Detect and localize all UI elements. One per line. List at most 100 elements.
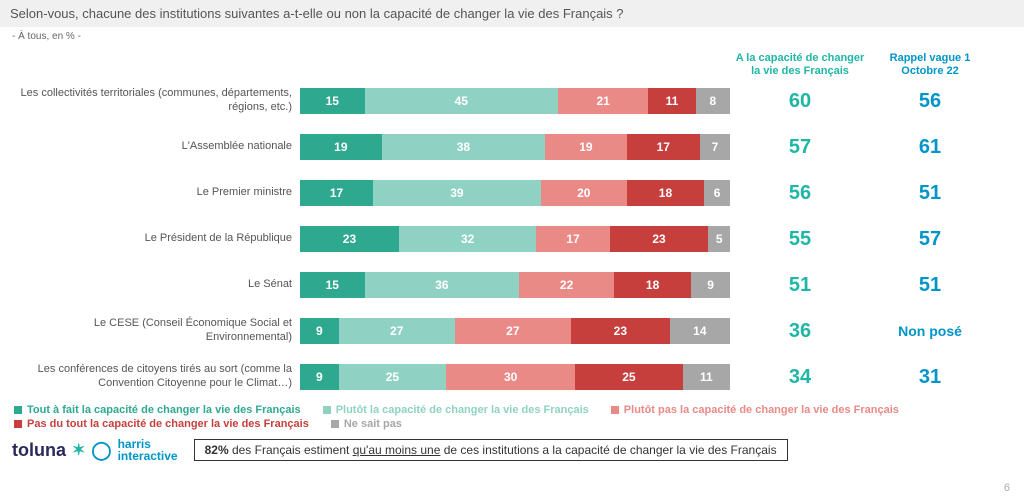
chart-area: A la capacité de changer la vie des Fran… [0,46,1024,400]
bar-segment: 9 [300,364,339,390]
bar-segment: 17 [300,180,373,206]
header-row: A la capacité de changer la vie des Fran… [10,46,1014,78]
stacked-bar: 927272314 [300,318,730,344]
logos: toluna ✶ ◯ harris interactive [12,438,178,462]
bar-segment: 25 [339,364,447,390]
bar-segment: 30 [446,364,575,390]
legend-swatch [14,420,22,428]
row-recall: 51 [870,274,990,297]
chart-row: L'Assemblée nationale1938191775761 [10,124,1014,170]
legend: Tout à fait la capacité de changer la vi… [0,400,1024,434]
bar-segment: 36 [365,272,520,298]
bar-segment: 14 [670,318,730,344]
legend-label: Tout à fait la capacité de changer la vi… [27,404,301,416]
page-number: 6 [1004,482,1010,494]
legend-swatch [331,420,339,428]
bar-segment: 27 [455,318,571,344]
bar-segment: 17 [536,226,609,252]
legend-item: Ne sait pas [331,418,402,430]
row-label: Le Premier ministre [10,186,300,200]
chart-row: Le Premier ministre1739201865651 [10,170,1014,216]
bar-segment: 25 [575,364,683,390]
stacked-bar: 233217235 [300,226,730,252]
harris-logo: harris interactive [118,438,178,462]
bar-segment: 19 [300,134,382,160]
row-total: 57 [730,136,870,159]
bar-segment: 23 [571,318,670,344]
bar-segment: 22 [519,272,614,298]
row-total: 51 [730,274,870,297]
row-total: 60 [730,90,870,113]
header-total: A la capacité de changer la vie des Fran… [730,52,870,78]
row-recall: 51 [870,182,990,205]
row-label: Le Sénat [10,278,300,292]
header-recall: Rappel vague 1 Octobre 22 [870,52,990,78]
chart-row: Les conférences de citoyens tirés au sor… [10,354,1014,400]
bar-segment: 9 [300,318,339,344]
bar-segment: 32 [399,226,537,252]
row-total: 56 [730,182,870,205]
stacked-bar: 173920186 [300,180,730,206]
legend-label: Ne sait pas [344,418,402,430]
bar-segment: 19 [545,134,627,160]
circle-icon: ◯ [91,440,111,461]
bar-segment: 27 [339,318,455,344]
stacked-bar: 154521118 [300,88,730,114]
legend-label: Plutôt pas la capacité de changer la vie… [624,404,899,416]
bar-segment: 6 [704,180,730,206]
bar-segment: 15 [300,88,365,114]
bar-segment: 11 [648,88,695,114]
legend-item: Plutôt la capacité de changer la vie des… [323,404,589,416]
bar-segment: 8 [696,88,730,114]
row-recall: 57 [870,228,990,251]
legend-swatch [611,406,619,414]
legend-swatch [323,406,331,414]
chart-row: Les collectivités territoriales (commune… [10,78,1014,124]
row-total: 36 [730,320,870,343]
legend-label: Plutôt la capacité de changer la vie des… [336,404,589,416]
rows-container: A la capacité de changer la vie des Fran… [10,46,1014,400]
row-recall: 31 [870,366,990,389]
legend-item: Pas du tout la capacité de changer la vi… [14,418,309,430]
chart-row: Le CESE (Conseil Économique Social et En… [10,308,1014,354]
row-label: Le Président de la République [10,232,300,246]
bar-segment: 9 [691,272,730,298]
stacked-bar: 193819177 [300,134,730,160]
row-total: 55 [730,228,870,251]
bar-segment: 17 [627,134,700,160]
chart-row: Le Sénat1536221895151 [10,262,1014,308]
row-total: 34 [730,366,870,389]
toluna-logo: toluna [12,440,66,461]
row-label: Les collectivités territoriales (commune… [10,87,300,115]
bar-segment: 5 [708,226,730,252]
legend-label: Pas du tout la capacité de changer la vi… [27,418,309,430]
bar-segment: 7 [700,134,730,160]
row-recall: 61 [870,136,990,159]
bar-segment: 21 [558,88,648,114]
bar-segment: 18 [627,180,704,206]
bar-segment: 23 [300,226,399,252]
stacked-bar: 925302511 [300,364,730,390]
bar-segment: 38 [382,134,545,160]
row-label: L'Assemblée nationale [10,140,300,154]
page-subtitle: - À tous, en % - [0,27,1024,46]
bar-segment: 23 [610,226,709,252]
row-recall: Non posé [870,323,990,339]
summary-box: 82% des Français estiment qu'au moins un… [194,439,788,461]
stacked-bar: 153622189 [300,272,730,298]
bar-segment: 20 [541,180,627,206]
row-label: Le CESE (Conseil Économique Social et En… [10,317,300,345]
row-recall: 56 [870,90,990,113]
footer: toluna ✶ ◯ harris interactive 82% des Fra… [0,434,1024,462]
bar-segment: 18 [614,272,691,298]
legend-item: Plutôt pas la capacité de changer la vie… [611,404,899,416]
bar-segment: 15 [300,272,365,298]
legend-item: Tout à fait la capacité de changer la vi… [14,404,301,416]
page-title: Selon-vous, chacune des institutions sui… [0,0,1024,27]
chart-row: Le Président de la République23321723555… [10,216,1014,262]
bar-segment: 45 [365,88,559,114]
star-icon: ✶ [72,440,85,460]
row-label: Les conférences de citoyens tirés au sor… [10,363,300,391]
bar-segment: 39 [373,180,541,206]
bar-segment: 11 [683,364,730,390]
